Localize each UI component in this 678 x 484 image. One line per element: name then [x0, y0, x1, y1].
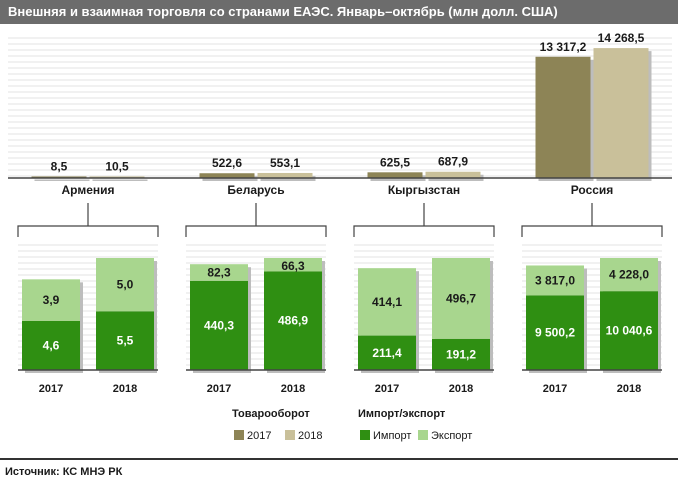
legend-impexp-title: Импорт/экспорт [358, 408, 446, 420]
bar-import-armenia-2017 [22, 320, 80, 370]
legend-label-2017: 2017 [247, 430, 272, 442]
category-label-kyrgyzstan: Кыргызстан [388, 183, 460, 197]
value-label-export-belarus-2017: 82,3 [207, 266, 231, 280]
category-label-belarus: Беларусь [227, 183, 284, 197]
year-label-russia-2018: 2018 [617, 383, 641, 395]
bar-export-kyrgyzstan-2017 [358, 268, 416, 336]
value-label-armenia-2017: 8,5 [51, 160, 68, 174]
connector-belarus [185, 203, 327, 237]
value-label-import-armenia-2017: 4,6 [43, 338, 60, 352]
value-label-kyrgyzstan-2018: 687,9 [438, 155, 468, 169]
year-label-belarus-2018: 2018 [281, 383, 305, 395]
category-label-russia: Россия [571, 183, 614, 197]
bar-shadow [34, 179, 90, 181]
connector-russia [521, 203, 663, 237]
value-label-import-kyrgyzstan-2017: 211,4 [372, 346, 402, 360]
bar-import-kyrgyzstan-2017 [358, 335, 416, 370]
legend-turnover-title: Товарооборот [232, 408, 310, 420]
value-label-import-russia-2018: 10 040,6 [606, 324, 653, 338]
legend-item-2018: 2018 [285, 430, 322, 442]
value-label-export-kyrgyzstan-2018: 496,7 [446, 291, 476, 305]
value-label-export-armenia-2018: 5,0 [117, 278, 134, 292]
legend-item-2017: 2017 [234, 430, 271, 442]
value-label-kyrgyzstan-2017: 625,5 [380, 155, 410, 169]
value-label-export-belarus-2018: 66,3 [281, 259, 305, 273]
bar-export-belarus-2017 [190, 264, 248, 281]
value-label-russia-2018: 14 268,5 [598, 31, 645, 45]
year-label-armenia-2017: 2017 [39, 383, 63, 395]
value-label-export-armenia-2017: 3,9 [43, 293, 60, 307]
value-label-belarus-2018: 553,1 [270, 156, 300, 170]
legend-label-2018: 2018 [298, 430, 323, 442]
title-bar: Внешняя и взаимная торговля со странами … [0, 0, 678, 24]
category-label-armenia: Армения [61, 183, 114, 197]
legend-swatch-2018 [285, 430, 295, 440]
bar-export-armenia-2018 [96, 258, 154, 312]
value-label-belarus-2017: 522,6 [212, 156, 242, 170]
bar-shadow [92, 179, 148, 181]
bar-kyrgyzstan-2017 [367, 172, 423, 178]
bar-export-kyrgyzstan-2018 [432, 258, 490, 339]
value-label-import-belarus-2017: 440,3 [204, 318, 234, 332]
bar-import-belarus-2017 [190, 280, 248, 370]
year-label-kyrgyzstan-2017: 2017 [375, 383, 399, 395]
bar-import-armenia-2018 [96, 311, 154, 370]
value-label-import-belarus-2018: 486,9 [278, 314, 308, 328]
bar-belarus-2017 [199, 173, 255, 178]
year-label-kyrgyzstan-2018: 2018 [449, 383, 473, 395]
value-label-import-russia-2017: 9 500,2 [535, 326, 575, 340]
bar-import-russia-2017 [526, 295, 584, 370]
legend-label-export: Экспорт [431, 430, 473, 442]
bar-kyrgyzstan-2018 [425, 171, 481, 178]
value-label-import-kyrgyzstan-2018: 191,2 [446, 347, 476, 361]
legend-item-import: Импорт [360, 430, 411, 442]
bar-russia-2017 [535, 56, 591, 178]
value-label-export-russia-2018: 4 228,0 [609, 268, 649, 282]
source-note: Источник: КС МНЭ РК [5, 466, 123, 478]
year-label-russia-2017: 2017 [543, 383, 567, 395]
connector-kyrgyzstan [353, 203, 495, 237]
legend-swatch-2017 [234, 430, 244, 440]
bar-export-russia-2018 [600, 258, 658, 292]
legend-swatch-import [360, 430, 370, 440]
bar-export-armenia-2017 [22, 279, 80, 321]
bar-russia-2018 [593, 48, 649, 178]
bar-export-russia-2017 [526, 265, 584, 296]
value-label-russia-2017: 13 317,2 [540, 40, 587, 54]
legend-label-import: Импорт [373, 430, 412, 442]
value-label-export-kyrgyzstan-2017: 414,1 [372, 295, 402, 309]
bar-belarus-2018 [257, 172, 313, 178]
year-label-armenia-2018: 2018 [113, 383, 137, 395]
legend-item-export: Экспорт [418, 430, 472, 442]
value-label-export-russia-2017: 3 817,0 [535, 273, 575, 287]
legend-swatch-export [418, 430, 428, 440]
chart-title: Внешняя и взаимная торговля со странами … [8, 4, 558, 19]
year-label-belarus-2017: 2017 [207, 383, 231, 395]
bar-import-belarus-2018 [264, 271, 322, 370]
connector-armenia [17, 203, 159, 237]
source-divider [0, 458, 678, 460]
value-label-armenia-2018: 10,5 [105, 160, 129, 174]
value-label-import-armenia-2018: 5,5 [117, 334, 134, 348]
bar-export-belarus-2018 [264, 258, 322, 272]
bar-import-russia-2018 [600, 291, 658, 370]
bar-import-kyrgyzstan-2018 [432, 338, 490, 370]
